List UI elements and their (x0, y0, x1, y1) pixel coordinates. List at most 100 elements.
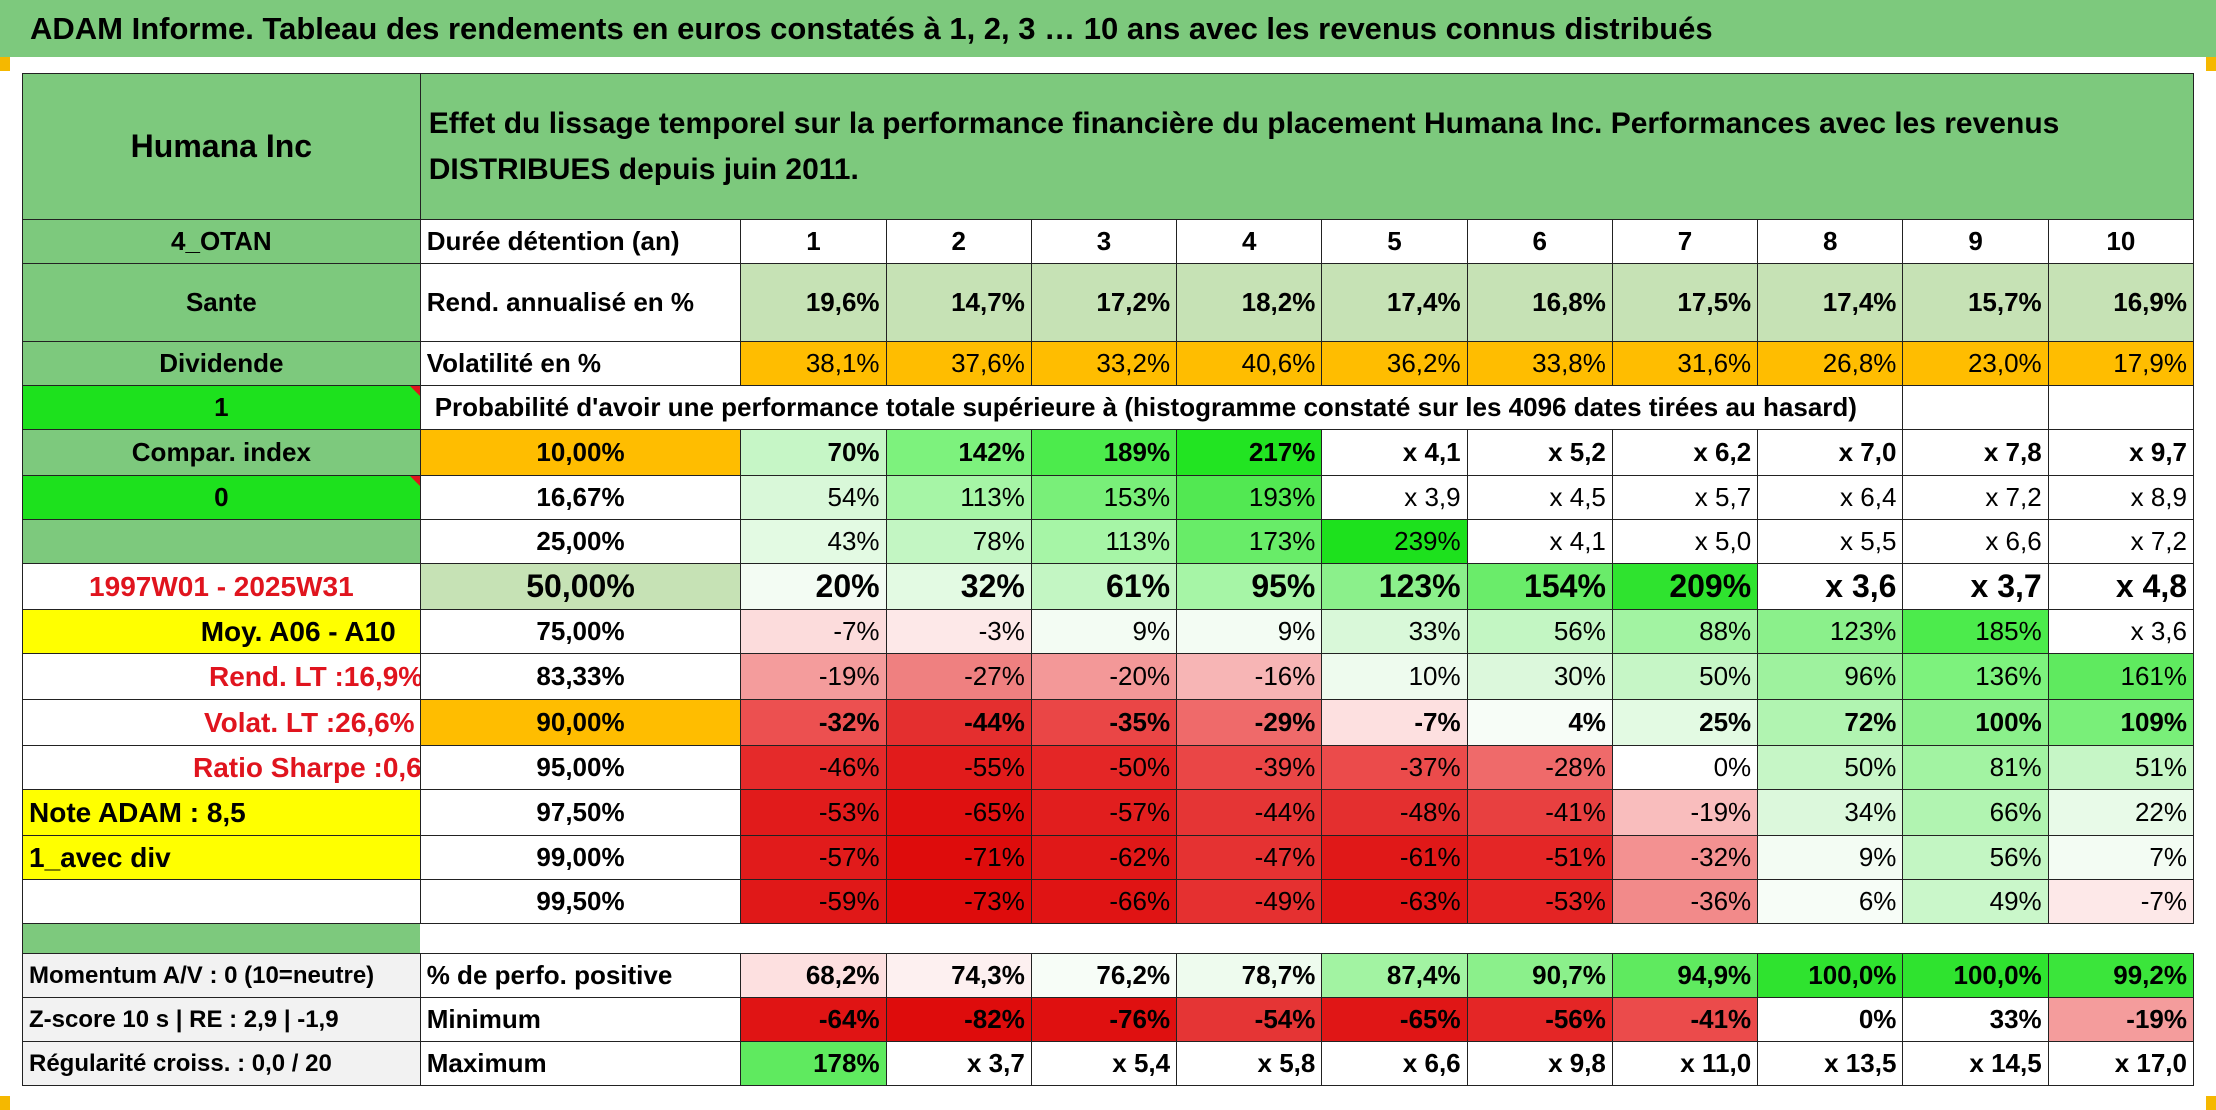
maximum-value: x 6,6 (1321, 1041, 1468, 1086)
quantile-value: 113% (1030, 519, 1178, 564)
corner-marker (2206, 57, 2216, 71)
quantile-value: -51% (1466, 835, 1613, 880)
perf-pos-value: 100,0% (1902, 953, 2049, 998)
rend-value: 16,9% (2047, 263, 2195, 342)
quantile-value: 61% (1030, 563, 1178, 610)
quantile-value: x 7,2 (1902, 475, 2049, 520)
year-header: 1 (740, 219, 887, 264)
quantile-value: x 8,9 (2047, 475, 2195, 520)
rend-value: 18,2% (1176, 263, 1323, 342)
quantile-value: x 7,0 (1757, 429, 1904, 476)
minimum-value: -82% (885, 997, 1032, 1042)
quantile-value: -7% (2047, 879, 2195, 924)
quantile-value: x 7,8 (1902, 429, 2049, 476)
quantile-value: 173% (1176, 519, 1323, 564)
quantile-value: -57% (1030, 789, 1178, 836)
dividend-label: Dividende (22, 341, 421, 386)
quantile-label: 25,00% (419, 519, 742, 564)
minimum-value: -54% (1176, 997, 1323, 1042)
quantile-value: 209% (1611, 563, 1759, 610)
flag-zero: 0 (22, 475, 421, 520)
maximum-value: x 9,8 (1466, 1041, 1613, 1086)
moy-label: Moy. A06 - A10 (22, 609, 421, 654)
quantile-value: -49% (1176, 879, 1323, 924)
volat-value: 33,2% (1030, 341, 1178, 386)
quantile-value: 123% (1321, 563, 1468, 610)
quantile-value: x 6,6 (1902, 519, 2049, 564)
quantile-value: 136% (1902, 653, 2049, 700)
quantile-value: -48% (1321, 789, 1468, 836)
quantile-value: -19% (740, 653, 887, 700)
quantile-value: -32% (740, 699, 887, 746)
quantile-value: 239% (1321, 519, 1468, 564)
asset-code: 4_OTAN (22, 219, 421, 264)
quantile-value: x 6,4 (1757, 475, 1904, 520)
volat-lt-label: Volat. LT : (204, 706, 336, 738)
quantile-value: 95% (1176, 563, 1323, 610)
minimum-value: -56% (1466, 997, 1613, 1042)
quantile-value: -53% (1466, 879, 1613, 924)
year-header: 4 (1176, 219, 1323, 264)
year-header: 2 (885, 219, 1032, 264)
zscore: Z-score 10 s | RE : 2,9 | -1,9 (22, 997, 421, 1042)
rend-value: 17,4% (1321, 263, 1468, 342)
quantile-value: 9% (1030, 609, 1178, 654)
quantile-value: -32% (1611, 835, 1759, 880)
quantile-value: -7% (1321, 699, 1468, 746)
perf-pos-value: 99,2% (2047, 953, 2195, 998)
quantile-value: 50% (1611, 653, 1759, 700)
quantile-value: -35% (1030, 699, 1178, 746)
quantile-value: x 6,2 (1611, 429, 1759, 476)
sharpe-value: 0,6 (382, 751, 421, 783)
quantile-value: x 4,5 (1466, 475, 1613, 520)
year-header: 6 (1466, 219, 1613, 264)
quantile-value: 88% (1611, 609, 1759, 654)
perf-pos-value: 78,7% (1176, 953, 1323, 998)
quantile-value: 96% (1757, 653, 1904, 700)
quantile-value: 154% (1466, 563, 1613, 610)
quantile-label: 50,00% (419, 563, 742, 610)
perf-pos-label: % de perfo. positive (419, 953, 742, 998)
quantile-label: 97,50% (419, 789, 742, 836)
rend-lt-label: Rend. LT : (209, 660, 344, 692)
quantile-label: 75,00% (419, 609, 742, 654)
quantile-value: 43% (740, 519, 887, 564)
performance-table: Humana Inc Effet du lissage temporel sur… (22, 73, 2195, 1086)
spacer-green (22, 923, 421, 954)
quantile-value: -63% (1321, 879, 1468, 924)
quantile-value: -47% (1176, 835, 1323, 880)
volat-value: 33,8% (1466, 341, 1613, 386)
quantile-label: 16,67% (419, 475, 742, 520)
quantile-value: 32% (885, 563, 1032, 610)
quantile-value: 72% (1757, 699, 1904, 746)
quantile-value: -44% (1176, 789, 1323, 836)
maximum-value: x 5,4 (1030, 1041, 1178, 1086)
quantile-value: 30% (1466, 653, 1613, 700)
quantile-value: -16% (1176, 653, 1323, 700)
volat-lt-value: 26,6% (335, 706, 415, 738)
maximum-value: x 11,0 (1611, 1041, 1759, 1086)
perf-pos-value: 76,2% (1030, 953, 1178, 998)
quantile-label: 83,33% (419, 653, 742, 700)
quantile-value: 20% (740, 563, 887, 610)
quantile-value: -50% (1030, 745, 1178, 790)
quantile-value: 9% (1757, 835, 1904, 880)
quantile-value: 78% (885, 519, 1032, 564)
quantile-value: 51% (2047, 745, 2195, 790)
quantile-value: -46% (740, 745, 887, 790)
page-title: ADAM Informe. Tableau des rendements en … (0, 0, 2216, 57)
volat-value: 36,2% (1321, 341, 1468, 386)
regularite: Régularité croiss. : 0,0 / 20 (22, 1041, 421, 1086)
volat-label: Volatilité en % (419, 341, 742, 386)
minimum-label: Minimum (419, 997, 742, 1042)
quantile-value: -55% (885, 745, 1032, 790)
perf-pos-value: 87,4% (1321, 953, 1468, 998)
rend-lt: Rend. LT :16,9% (22, 653, 421, 700)
rend-value: 17,5% (1611, 263, 1759, 342)
quantile-value: -27% (885, 653, 1032, 700)
quantile-value: 34% (1757, 789, 1904, 836)
quantile-value: 33% (1321, 609, 1468, 654)
sector: Sante (22, 263, 421, 342)
quantile-value: -39% (1176, 745, 1323, 790)
minimum-value: 0% (1757, 997, 1904, 1042)
